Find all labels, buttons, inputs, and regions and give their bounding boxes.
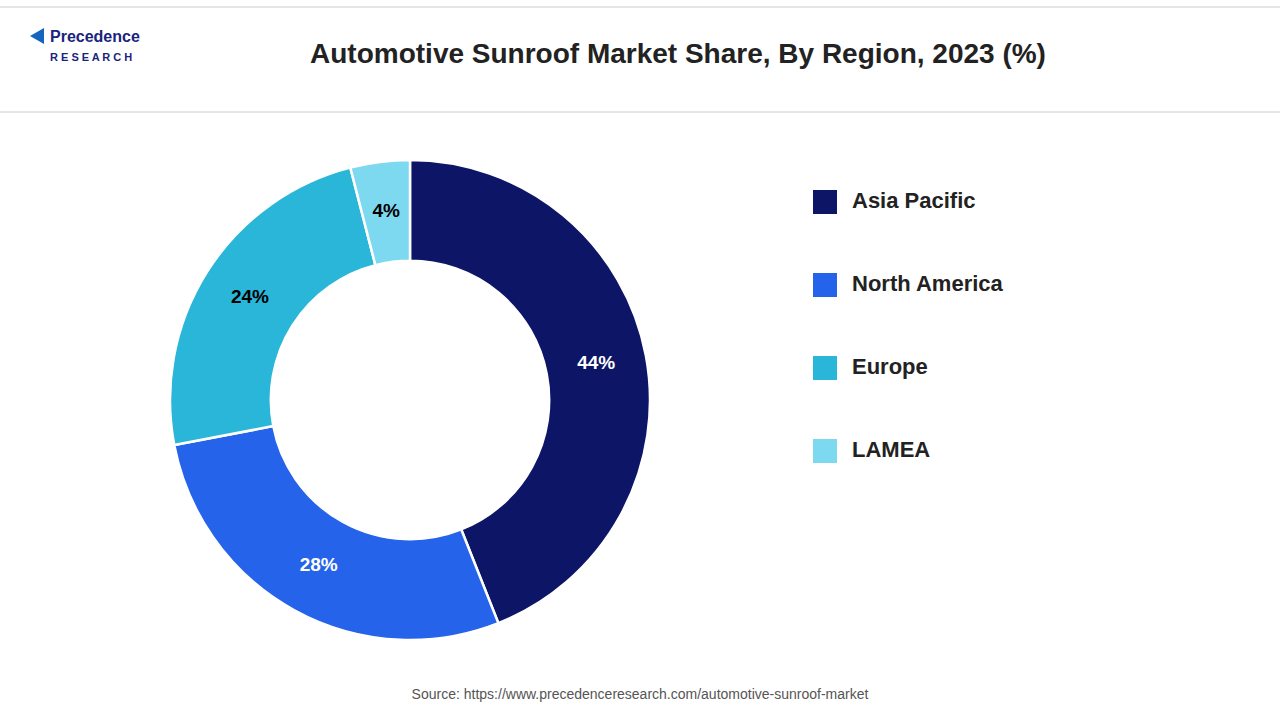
legend: Asia Pacific North America Europe LAMEA	[813, 188, 1004, 463]
data-label: 28%	[300, 554, 338, 575]
legend-swatch	[813, 356, 837, 380]
data-label: 4%	[373, 200, 401, 221]
logo-subtext: R E S E A R C H	[50, 51, 132, 63]
legend-swatch	[813, 273, 837, 297]
header-separator	[0, 112, 1280, 113]
donut	[170, 160, 650, 640]
source-note: Source: https://www.precedenceresearch.c…	[412, 686, 869, 702]
data-labels: 44% 28% 24% 4%	[231, 200, 615, 575]
legend-swatch	[813, 439, 837, 463]
data-label: 44%	[577, 352, 615, 373]
top-border	[0, 7, 1280, 8]
donut-slice	[174, 426, 498, 640]
chart-container: Automotive Sunroof Market Share, By Regi…	[0, 0, 1280, 720]
legend-swatch	[813, 190, 837, 214]
legend-label: Europe	[852, 354, 928, 379]
legend-label: North America	[852, 271, 1004, 296]
legend-label: Asia Pacific	[852, 188, 976, 213]
chart-svg: Automotive Sunroof Market Share, By Regi…	[0, 0, 1280, 720]
legend-label: LAMEA	[852, 437, 930, 462]
data-label: 24%	[231, 286, 269, 307]
logo-text: Precedence	[50, 28, 140, 45]
donut-slice	[170, 168, 375, 445]
logo-icon	[30, 28, 44, 44]
donut-slice	[350, 160, 410, 265]
chart-title: Automotive Sunroof Market Share, By Regi…	[310, 38, 1046, 69]
background	[0, 0, 1280, 720]
